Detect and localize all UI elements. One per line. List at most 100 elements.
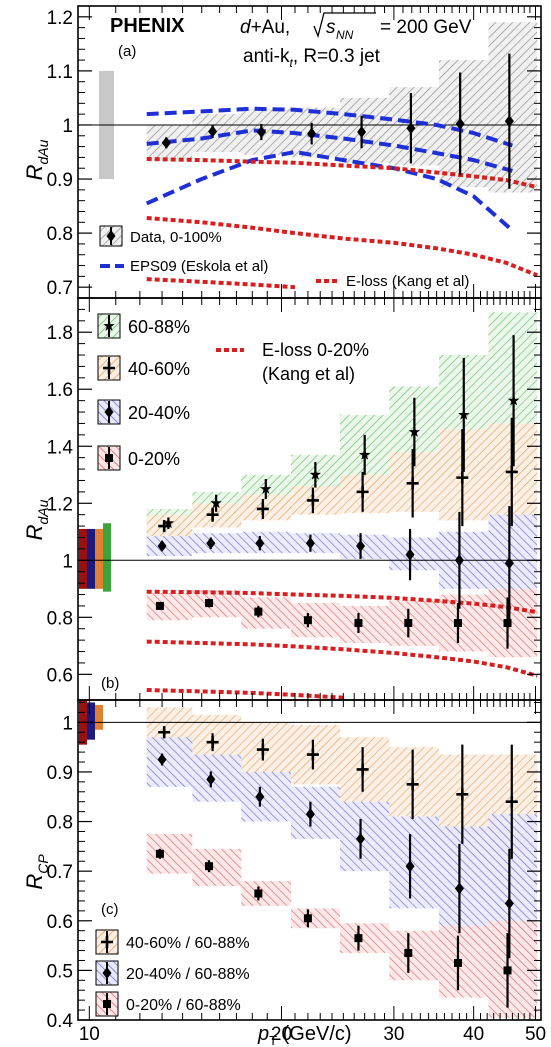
data-point bbox=[458, 408, 470, 420]
algo-label: anti-kt, R=0.3 jet bbox=[243, 46, 381, 70]
data-point bbox=[157, 753, 167, 766]
data-point bbox=[504, 897, 514, 910]
system-label: d+Au, bbox=[240, 17, 290, 38]
global-uncertainty-box bbox=[95, 528, 103, 589]
series-legend-swatch-marker bbox=[103, 320, 115, 331]
eloss-lower-curve bbox=[146, 639, 538, 678]
data-point bbox=[255, 537, 265, 550]
data-point bbox=[359, 448, 371, 460]
legend-label: Data, 0-100% bbox=[130, 229, 222, 246]
eloss-upper-curve bbox=[146, 589, 538, 615]
panel-c-legend: 40-60% / 60-88% 20-40% / 60-88% 0-20% / 60… bbox=[95, 929, 250, 1017]
legend-label: E-loss (Kang et al) bbox=[346, 273, 469, 290]
legend-label: E-loss 0-20% bbox=[262, 340, 369, 360]
sqrt-s-subscript: NN bbox=[336, 28, 354, 42]
svg-text:RCP: RCP bbox=[22, 854, 51, 890]
data-point bbox=[406, 778, 419, 791]
data-point bbox=[356, 763, 369, 776]
data-point bbox=[254, 607, 263, 616]
sys-box bbox=[339, 923, 390, 954]
panel-frame bbox=[77, 699, 542, 1021]
sys-box bbox=[146, 593, 193, 621]
y-tick-label: 0.8 bbox=[47, 224, 73, 245]
data-point bbox=[507, 394, 520, 406]
series-legend-swatch-marker bbox=[102, 967, 112, 979]
y-tick-label: 1.6 bbox=[47, 380, 73, 401]
data-point bbox=[453, 619, 462, 628]
svg-text:RdAu: RdAu bbox=[22, 499, 51, 540]
data-point bbox=[255, 790, 265, 803]
y-tick-label: 1.4 bbox=[47, 437, 74, 458]
data-point bbox=[455, 117, 465, 130]
data-point bbox=[162, 517, 175, 529]
data-point bbox=[307, 127, 317, 140]
data-point bbox=[405, 860, 415, 873]
sys-box bbox=[192, 848, 242, 887]
algo-label-sub: t bbox=[289, 56, 293, 70]
global-uncertainty-box bbox=[87, 528, 95, 589]
sys-box bbox=[339, 605, 390, 643]
panel-a-points bbox=[161, 53, 514, 189]
y-tick-label: 1.8 bbox=[47, 323, 73, 344]
data-legend-swatch-marker bbox=[106, 230, 116, 242]
y-tick-label: 0.9 bbox=[47, 763, 73, 784]
panel-b-tag: (b) bbox=[101, 675, 119, 692]
data-point bbox=[210, 497, 222, 509]
y-tick-label: 1.2 bbox=[47, 8, 73, 29]
sys-box bbox=[241, 531, 292, 554]
panel-b-curves bbox=[146, 589, 538, 700]
legend-label: 60-88% bbox=[128, 317, 190, 337]
sys-box bbox=[488, 22, 538, 193]
legend-label: 40-60% bbox=[128, 359, 190, 379]
data-point bbox=[206, 537, 216, 550]
data-point bbox=[404, 949, 413, 958]
sys-box bbox=[389, 816, 439, 909]
data-point bbox=[205, 862, 214, 871]
data-point bbox=[206, 736, 219, 749]
panel-c-points bbox=[155, 726, 518, 1008]
x-tick-label: 20 bbox=[271, 1024, 292, 1045]
sys-box bbox=[146, 737, 193, 787]
sys-box bbox=[339, 474, 390, 514]
y-tick-label: 0.8 bbox=[47, 813, 73, 834]
data-point bbox=[256, 125, 266, 138]
series-legend-swatch-marker bbox=[101, 936, 113, 948]
data-point bbox=[356, 540, 366, 553]
data-point bbox=[256, 502, 269, 515]
panel-a-legend: Data, 0-100% EPS09 (Eskola et al) E-loss (… bbox=[99, 225, 469, 290]
y-tick-label: 1 bbox=[62, 551, 73, 572]
y-tick-label: 1 bbox=[62, 713, 73, 734]
data-point bbox=[303, 914, 312, 923]
eps09-mid-curve bbox=[146, 128, 513, 173]
global-uncertainty-box bbox=[95, 704, 103, 730]
data-point bbox=[206, 508, 219, 521]
sqrt-s-label: s NN bbox=[313, 12, 376, 42]
sys-box bbox=[339, 534, 390, 559]
panel-a bbox=[78, 22, 541, 290]
sys-box bbox=[192, 533, 242, 554]
y-tick-label: 0.6 bbox=[47, 665, 73, 686]
data-point bbox=[157, 540, 167, 553]
y-tick-label: 1.1 bbox=[47, 62, 73, 83]
data-point bbox=[356, 832, 366, 845]
data-point bbox=[309, 468, 322, 480]
data-point bbox=[158, 726, 171, 739]
y-tick-label: 0.4 bbox=[47, 1011, 74, 1032]
legend-label: (Kang et al) bbox=[262, 364, 355, 384]
panel-b-points bbox=[155, 335, 520, 649]
y-tick-label: 1.2 bbox=[47, 494, 73, 515]
sys-box bbox=[192, 114, 242, 152]
sys-box bbox=[291, 908, 340, 929]
panel-a-tag: (a) bbox=[118, 43, 136, 60]
data-point bbox=[155, 601, 164, 610]
data-point bbox=[406, 122, 416, 135]
series-legend-swatch-marker bbox=[103, 1000, 111, 1008]
data-point bbox=[306, 748, 319, 761]
sys-box bbox=[291, 603, 340, 638]
sys-box bbox=[389, 930, 439, 981]
data-point bbox=[504, 557, 514, 570]
eps09-upper-curve bbox=[146, 106, 514, 148]
y-tick-label: 0.7 bbox=[47, 862, 73, 883]
y-tick-label: 0.9 bbox=[47, 170, 73, 191]
